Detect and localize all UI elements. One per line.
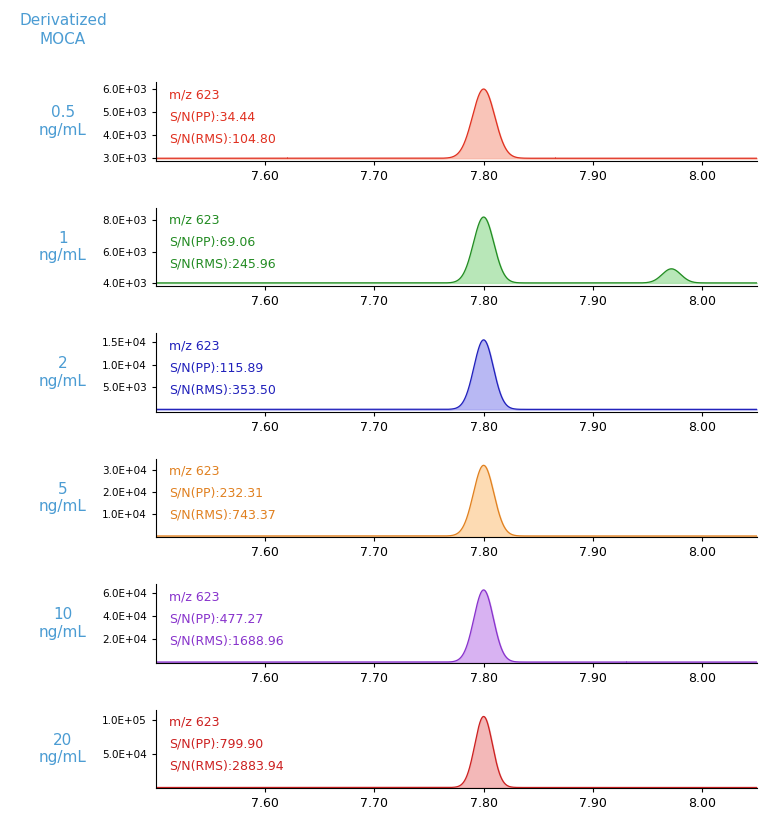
Text: 1
ng/mL: 1 ng/mL	[39, 231, 87, 263]
Text: 5
ng/mL: 5 ng/mL	[39, 482, 87, 514]
Text: S/N(PP):34.44: S/N(PP):34.44	[169, 110, 255, 123]
Text: S/N(PP):115.89: S/N(PP):115.89	[169, 361, 264, 374]
Text: m/z 623: m/z 623	[169, 89, 220, 101]
Text: 0.5
ng/mL: 0.5 ng/mL	[39, 105, 87, 138]
Text: 20
ng/mL: 20 ng/mL	[39, 732, 87, 765]
Text: Derivatized
MOCA: Derivatized MOCA	[19, 13, 107, 47]
Text: S/N(RMS):353.50: S/N(RMS):353.50	[169, 383, 276, 397]
Text: S/N(RMS):104.80: S/N(RMS):104.80	[169, 132, 276, 145]
Text: S/N(RMS):1688.96: S/N(RMS):1688.96	[169, 635, 284, 648]
Text: m/z 623: m/z 623	[169, 716, 220, 729]
Text: 2
ng/mL: 2 ng/mL	[39, 356, 87, 388]
Text: m/z 623: m/z 623	[169, 339, 220, 352]
Text: m/z 623: m/z 623	[169, 590, 220, 603]
Text: S/N(RMS):743.37: S/N(RMS):743.37	[169, 509, 276, 522]
Text: S/N(PP):232.31: S/N(PP):232.31	[169, 487, 263, 500]
Text: 10
ng/mL: 10 ng/mL	[39, 608, 87, 640]
Text: S/N(RMS):245.96: S/N(RMS):245.96	[169, 258, 276, 271]
Text: S/N(PP):69.06: S/N(PP):69.06	[169, 236, 256, 249]
Text: S/N(PP):477.27: S/N(PP):477.27	[169, 612, 264, 626]
Text: S/N(PP):799.90: S/N(PP):799.90	[169, 738, 264, 751]
Text: m/z 623: m/z 623	[169, 465, 220, 478]
Text: S/N(RMS):2883.94: S/N(RMS):2883.94	[169, 760, 284, 773]
Text: m/z 623: m/z 623	[169, 214, 220, 227]
